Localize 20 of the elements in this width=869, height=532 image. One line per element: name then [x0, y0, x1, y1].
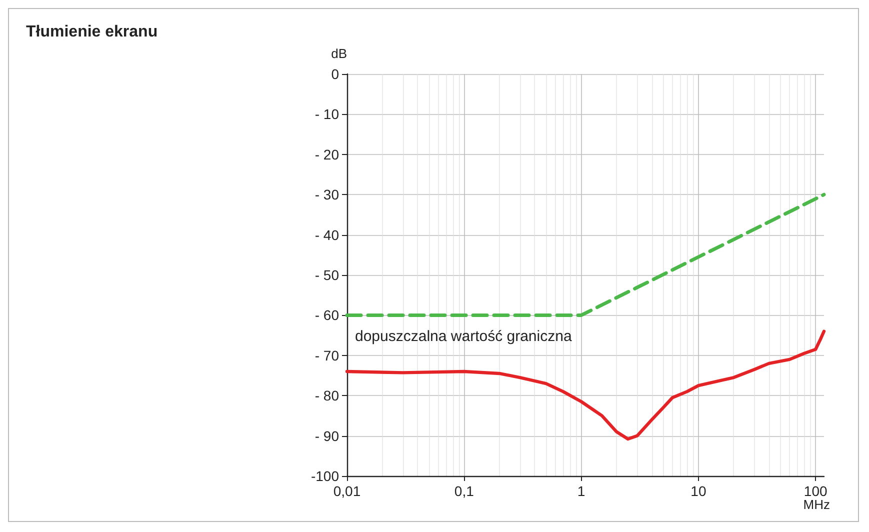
y-tick-label: - 70 — [314, 347, 340, 364]
y-tick-label: - 60 — [314, 307, 340, 324]
y-tick-label: -100 — [310, 468, 340, 484]
text: Tłumienie ekranu — [26, 24, 158, 40]
y-tick-label: - 80 — [314, 388, 340, 404]
y-tick-label: - 50 — [314, 267, 340, 283]
y-tick-label: 0 — [331, 66, 340, 82]
x-tick-label: 0,01 — [333, 483, 361, 499]
series-label: dopuszczalna wartość graniczna — [355, 328, 572, 346]
x-tick-label: 100 — [804, 483, 828, 499]
x-axis-title: MHz — [803, 497, 830, 512]
y-tick-label: - 90 — [314, 428, 340, 444]
x-tick-label: 10 — [690, 483, 706, 499]
y-tick-label: - 40 — [314, 226, 340, 243]
x-tick-label: 1 — [577, 483, 586, 499]
y-axis-title: dB — [331, 46, 347, 61]
y-tick-label: - 10 — [314, 106, 340, 122]
y-tick-label: - 30 — [314, 186, 340, 203]
y-tick-label: - 20 — [314, 146, 340, 162]
x-tick-label: 0,1 — [454, 483, 474, 499]
